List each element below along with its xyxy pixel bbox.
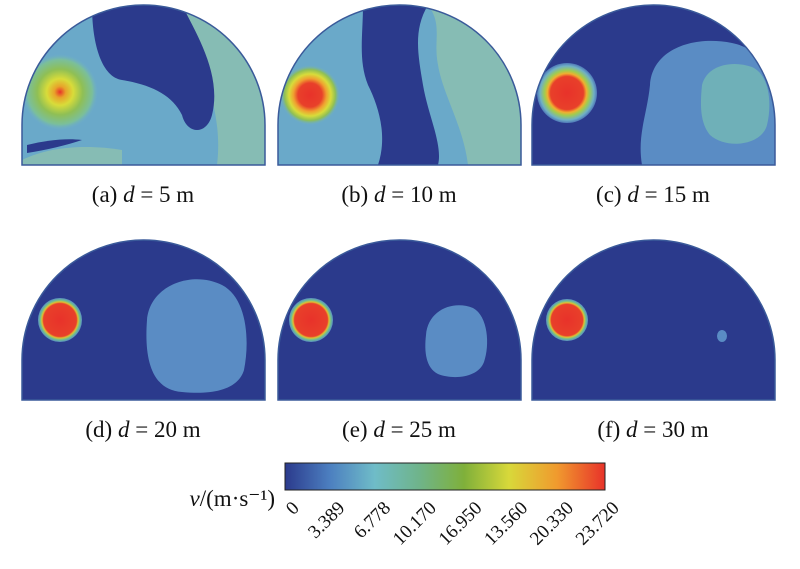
colorbar-tick-label: 20.330 bbox=[526, 498, 578, 550]
caption-label: (f) bbox=[597, 417, 620, 442]
panel-outline bbox=[531, 239, 776, 401]
colorbar bbox=[284, 462, 606, 491]
caption-label: (b) bbox=[341, 182, 368, 207]
panel-outline bbox=[277, 239, 522, 401]
colorbar-tick-label: 23.720 bbox=[572, 498, 624, 550]
panel-caption: (e) d = 25 m bbox=[342, 417, 456, 442]
colorbar-tick-label: 10.170 bbox=[389, 498, 441, 550]
caption-variable: d bbox=[373, 417, 385, 442]
caption-rest: = 10 m bbox=[391, 182, 456, 207]
caption-rest: = 25 m bbox=[391, 417, 456, 442]
colorbar-label: v/(m·s⁻¹) bbox=[190, 486, 275, 511]
panel-caption: (b) d = 10 m bbox=[341, 182, 456, 207]
caption-rest: = 15 m bbox=[645, 182, 710, 207]
contour-panel bbox=[278, 5, 521, 165]
caption-rest: = 20 m bbox=[135, 417, 200, 442]
caption-variable: d bbox=[374, 182, 386, 207]
caption-label: (d) bbox=[85, 417, 112, 442]
colorbar-tick-label: 16.950 bbox=[435, 498, 487, 550]
contour-panel bbox=[532, 240, 775, 400]
caption-variable: d bbox=[626, 417, 638, 442]
panel-outline bbox=[531, 4, 776, 166]
caption-rest: = 30 m bbox=[643, 417, 708, 442]
caption-variable: d bbox=[627, 182, 639, 207]
caption-label: (c) bbox=[596, 182, 622, 207]
caption-rest: = 5 m bbox=[140, 182, 194, 207]
contour-panel bbox=[22, 5, 265, 165]
panel-outline bbox=[277, 4, 522, 166]
panel-caption: (f) d = 30 m bbox=[597, 417, 708, 442]
panel-caption: (d) d = 20 m bbox=[85, 417, 200, 442]
panel-caption: (c) d = 15 m bbox=[596, 182, 710, 207]
contour-panel bbox=[278, 240, 521, 400]
caption-label: (e) bbox=[342, 417, 368, 442]
contour-panel bbox=[532, 5, 775, 165]
caption-variable: d bbox=[118, 417, 130, 442]
colorbar-tick-label: 0 bbox=[282, 498, 304, 520]
colorbar-tick-label: 3.389 bbox=[304, 498, 349, 543]
colorbar-tick-label: 13.560 bbox=[480, 498, 532, 550]
caption-label: (a) bbox=[92, 182, 118, 207]
panel-outline bbox=[21, 239, 266, 401]
contour-panel bbox=[22, 240, 265, 400]
colorbar-tick-label: 6.778 bbox=[350, 498, 395, 543]
panel-outline bbox=[21, 4, 266, 166]
caption-variable: d bbox=[123, 182, 135, 207]
panel-caption: (a) d = 5 m bbox=[92, 182, 195, 207]
